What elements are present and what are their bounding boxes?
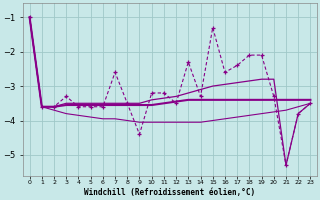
X-axis label: Windchill (Refroidissement éolien,°C): Windchill (Refroidissement éolien,°C) [84,188,256,197]
